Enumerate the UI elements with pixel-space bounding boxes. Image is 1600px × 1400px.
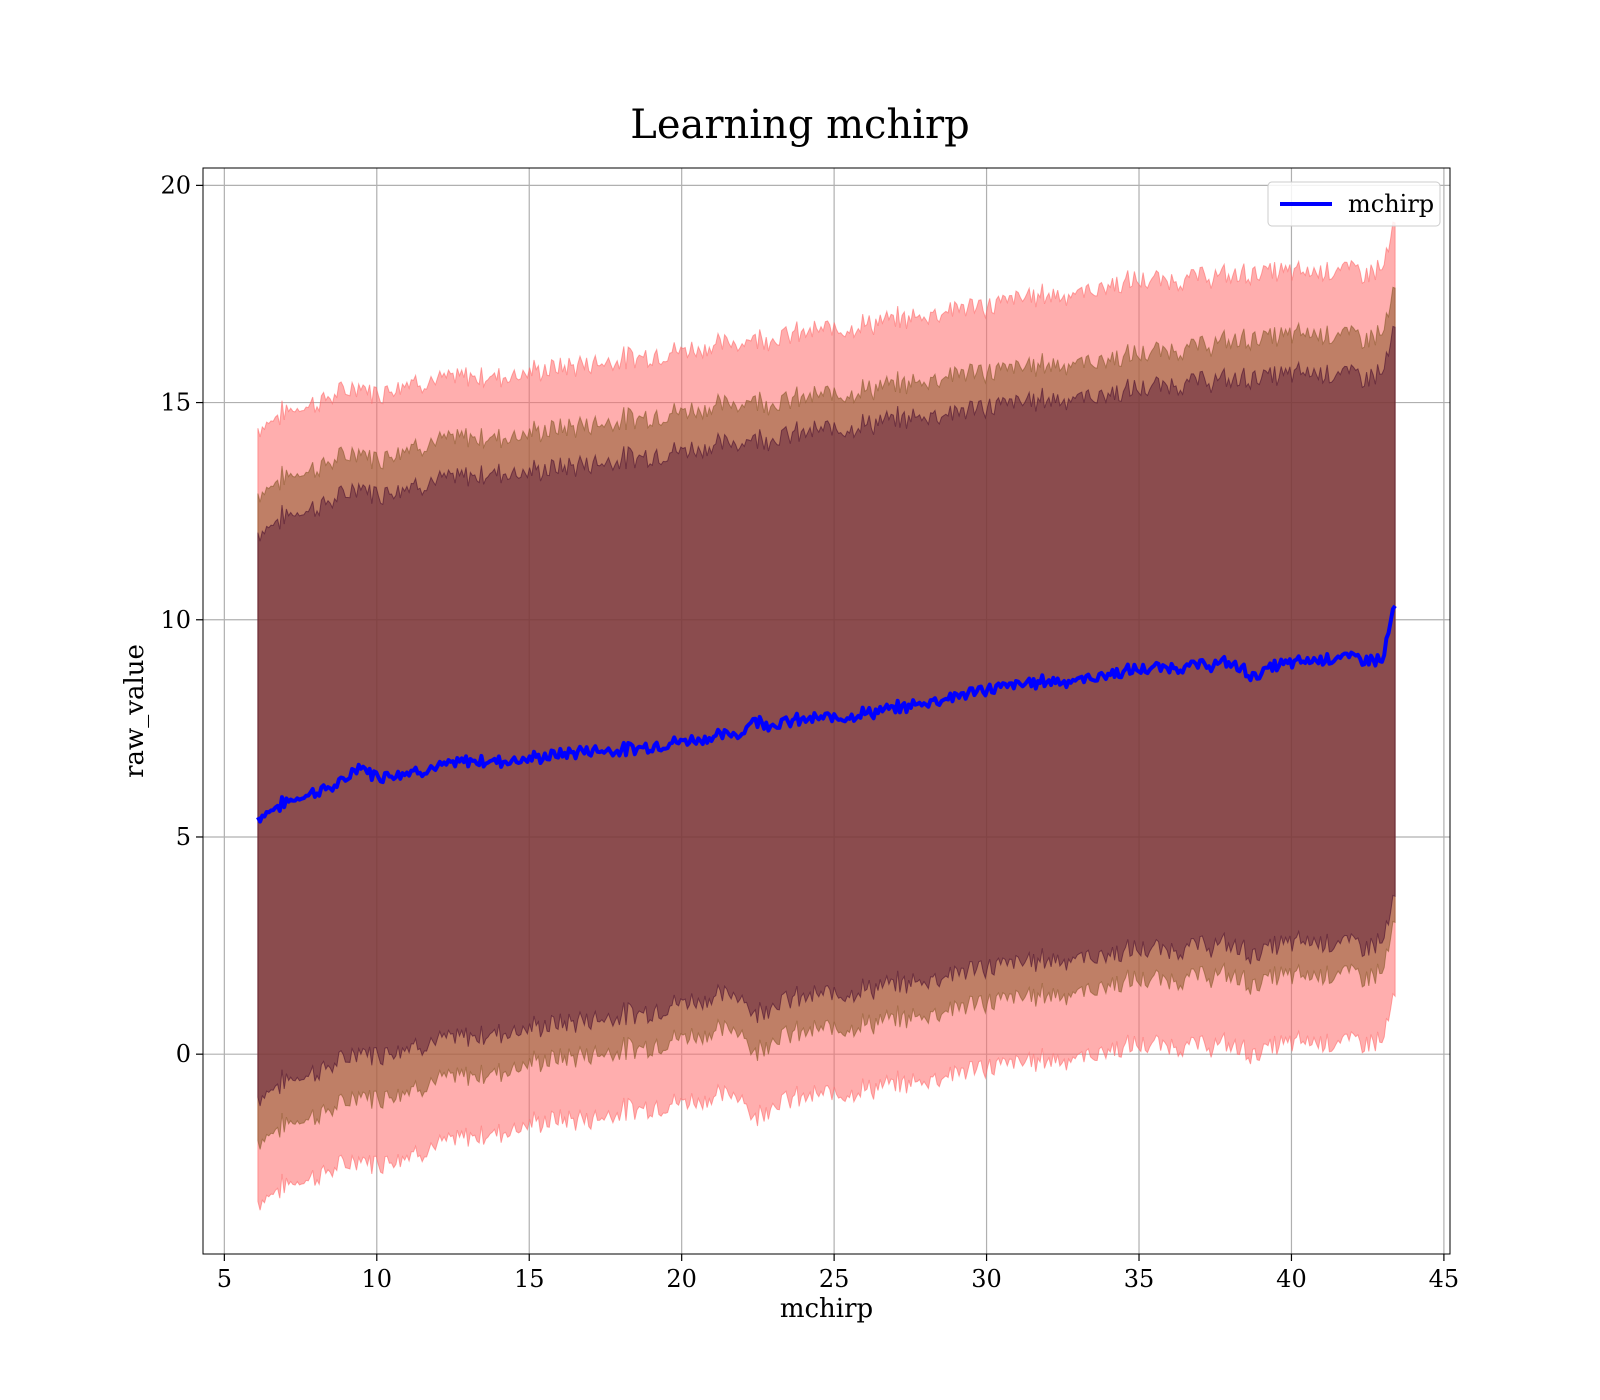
y-tick-label: 10 <box>160 606 191 634</box>
x-tick-label: 45 <box>1429 1265 1460 1293</box>
x-tick-label: 25 <box>819 1265 850 1293</box>
y-tick-label: 5 <box>176 823 191 851</box>
plot-frame <box>202 167 1451 1255</box>
series-line-mchirp <box>256 604 1397 824</box>
legend-label-mchirp: mchirp <box>1348 190 1434 218</box>
x-tick-label: 35 <box>1124 1265 1155 1293</box>
x-tick-label: 5 <box>217 1265 232 1293</box>
y-tick-label: 15 <box>160 389 191 417</box>
band-inner <box>257 325 1396 1107</box>
axis-ticks: 5 10 15 20 25 30 35 40 45 0 5 10 15 20 <box>160 171 1459 1293</box>
chart-title: Learning mchirp <box>630 102 970 148</box>
legend-box <box>1267 181 1441 227</box>
legend: mchirp <box>1267 181 1441 227</box>
x-axis-label: mchirp <box>780 1294 873 1324</box>
x-tick-label: 20 <box>666 1265 697 1293</box>
band-middle <box>257 286 1396 1150</box>
series-lines <box>256 604 1397 824</box>
y-axis-label: raw_value <box>120 644 150 778</box>
y-tick-label: 20 <box>160 171 191 199</box>
x-tick-label: 40 <box>1276 1265 1307 1293</box>
confidence-bands <box>257 221 1396 1211</box>
y-tick-label: 0 <box>176 1040 191 1068</box>
x-tick-label: 15 <box>514 1265 545 1293</box>
x-tick-label: 30 <box>971 1265 1002 1293</box>
x-tick-label: 10 <box>362 1265 393 1293</box>
